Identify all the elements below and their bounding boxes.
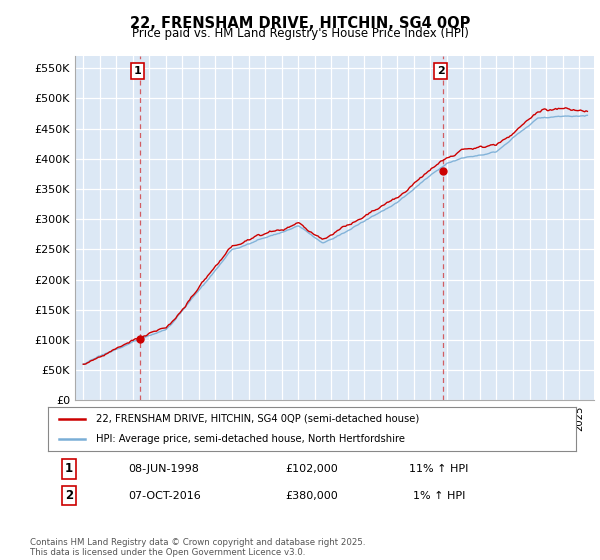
Text: £102,000: £102,000: [286, 464, 338, 474]
Text: HPI: Average price, semi-detached house, North Hertfordshire: HPI: Average price, semi-detached house,…: [95, 434, 404, 444]
Text: 1: 1: [134, 66, 142, 76]
Text: 2: 2: [65, 489, 73, 502]
Text: £380,000: £380,000: [286, 491, 338, 501]
Text: 07-OCT-2016: 07-OCT-2016: [128, 491, 200, 501]
Text: 08-JUN-1998: 08-JUN-1998: [129, 464, 200, 474]
Text: 1: 1: [65, 462, 73, 475]
Text: 1% ↑ HPI: 1% ↑ HPI: [413, 491, 465, 501]
Text: 2: 2: [437, 66, 445, 76]
Text: 22, FRENSHAM DRIVE, HITCHIN, SG4 0QP (semi-detached house): 22, FRENSHAM DRIVE, HITCHIN, SG4 0QP (se…: [95, 414, 419, 424]
Text: 22, FRENSHAM DRIVE, HITCHIN, SG4 0QP: 22, FRENSHAM DRIVE, HITCHIN, SG4 0QP: [130, 16, 470, 31]
Text: Contains HM Land Registry data © Crown copyright and database right 2025.
This d: Contains HM Land Registry data © Crown c…: [30, 538, 365, 557]
Text: 11% ↑ HPI: 11% ↑ HPI: [409, 464, 469, 474]
Text: Price paid vs. HM Land Registry's House Price Index (HPI): Price paid vs. HM Land Registry's House …: [131, 27, 469, 40]
